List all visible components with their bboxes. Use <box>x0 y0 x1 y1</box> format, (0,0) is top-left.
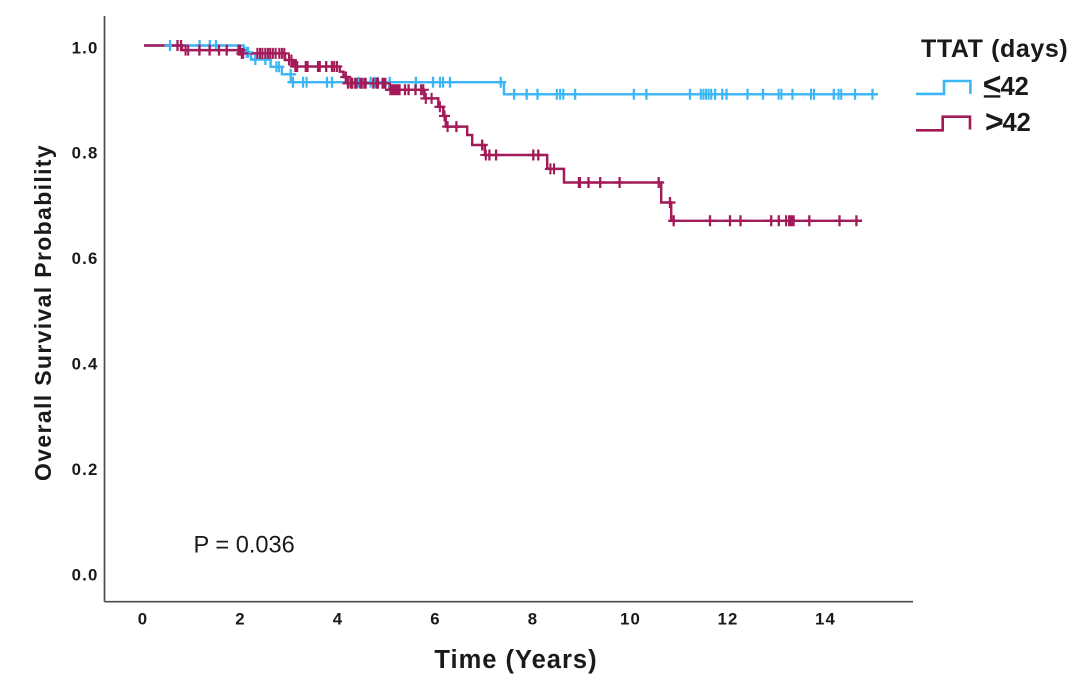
svg-text:8: 8 <box>528 609 539 628</box>
svg-text:TTAT (days): TTAT (days) <box>921 35 1068 63</box>
svg-text:Overall Survival Probability: Overall Survival Probability <box>30 144 56 481</box>
svg-text:Time (Years): Time (Years) <box>434 646 597 674</box>
svg-text:0.2: 0.2 <box>72 460 99 479</box>
svg-text:0.8: 0.8 <box>72 144 99 163</box>
svg-text:0.0: 0.0 <box>72 566 99 585</box>
svg-text:P = 0.036: P = 0.036 <box>194 532 295 558</box>
svg-text:0.4: 0.4 <box>72 355 99 374</box>
svg-text:>: > <box>985 103 1004 139</box>
svg-text:0.6: 0.6 <box>72 249 99 268</box>
svg-text:42: 42 <box>1003 109 1031 137</box>
svg-text:42: 42 <box>1001 73 1029 101</box>
svg-text:2: 2 <box>235 609 246 628</box>
svg-text:<: < <box>983 66 1002 102</box>
svg-text:4: 4 <box>333 609 344 628</box>
svg-text:0: 0 <box>138 609 149 628</box>
svg-text:12: 12 <box>717 609 738 628</box>
svg-text:10: 10 <box>620 609 641 628</box>
svg-text:6: 6 <box>430 609 441 628</box>
svg-text:1.0: 1.0 <box>72 38 99 57</box>
svg-text:14: 14 <box>815 609 836 628</box>
